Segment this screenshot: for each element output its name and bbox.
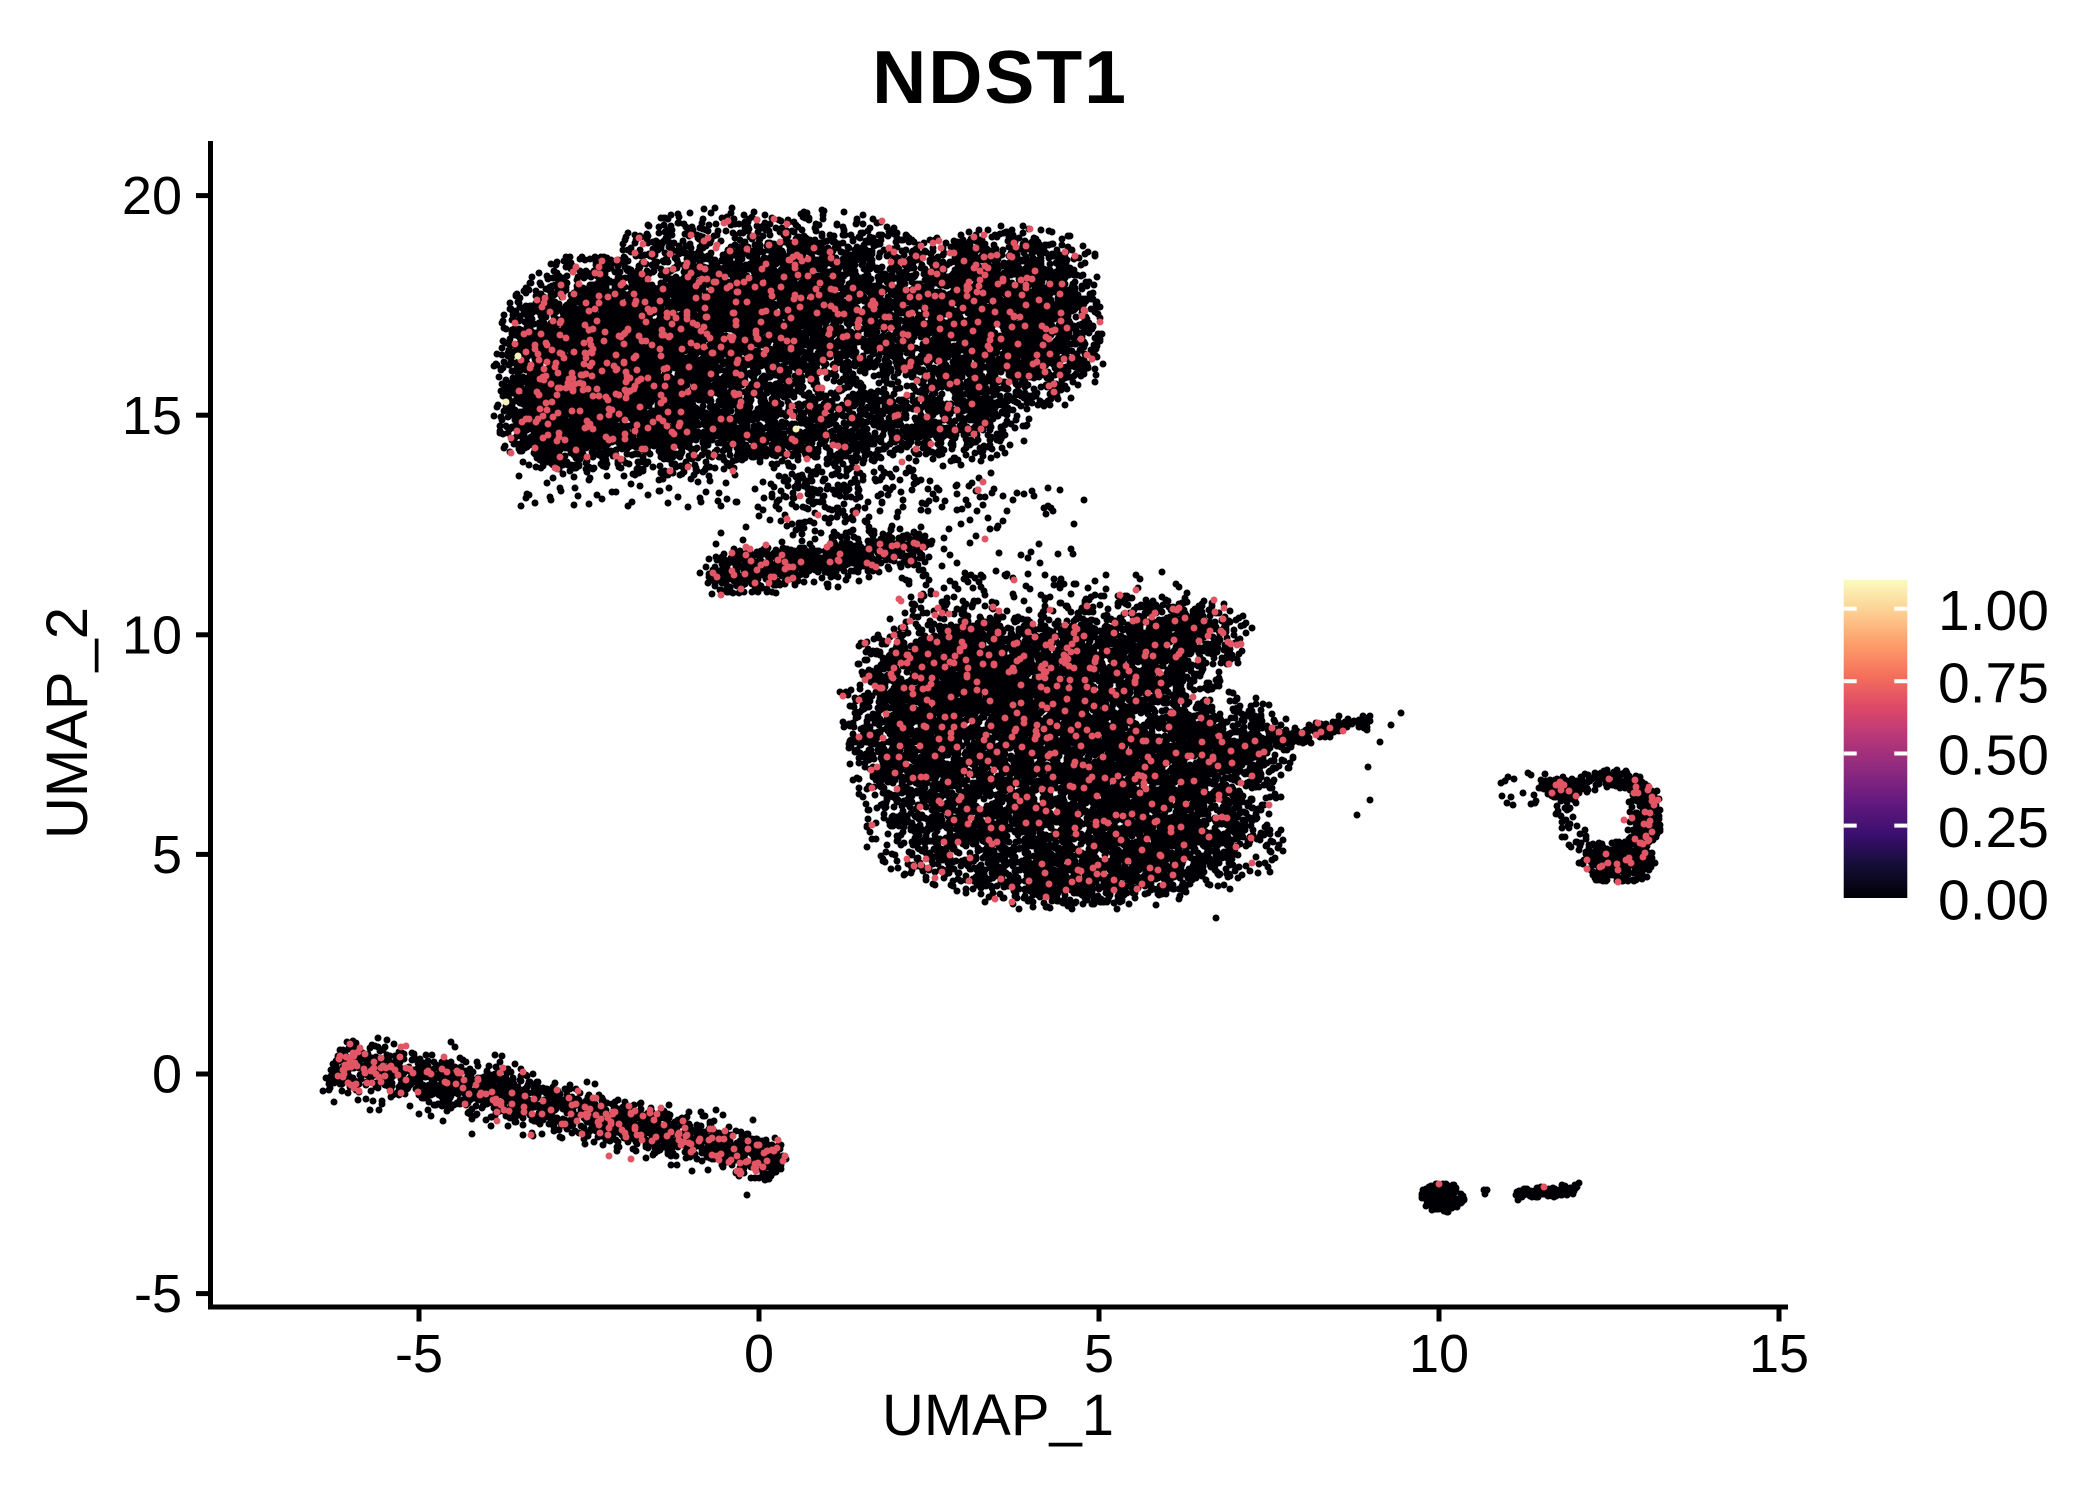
svg-text:UMAP_1: UMAP_1 xyxy=(882,1383,1114,1448)
svg-text:NDST1: NDST1 xyxy=(872,35,1128,119)
svg-text:0: 0 xyxy=(744,1324,774,1384)
svg-text:1.00: 1.00 xyxy=(1938,579,2049,643)
svg-text:-5: -5 xyxy=(134,1264,182,1324)
svg-text:-5: -5 xyxy=(395,1324,443,1384)
svg-text:0.75: 0.75 xyxy=(1938,651,2049,715)
svg-text:0.50: 0.50 xyxy=(1938,724,2049,788)
svg-text:5: 5 xyxy=(1084,1324,1114,1384)
svg-text:20: 20 xyxy=(122,166,182,226)
svg-text:0: 0 xyxy=(152,1045,182,1105)
svg-text:10: 10 xyxy=(1409,1324,1469,1384)
svg-text:0.25: 0.25 xyxy=(1938,796,2049,860)
svg-text:15: 15 xyxy=(122,386,182,446)
svg-text:5: 5 xyxy=(152,825,182,885)
svg-text:15: 15 xyxy=(1749,1324,1809,1384)
svg-text:10: 10 xyxy=(122,605,182,665)
svg-text:0.00: 0.00 xyxy=(1938,868,2049,932)
svg-text:UMAP_2: UMAP_2 xyxy=(35,607,100,839)
